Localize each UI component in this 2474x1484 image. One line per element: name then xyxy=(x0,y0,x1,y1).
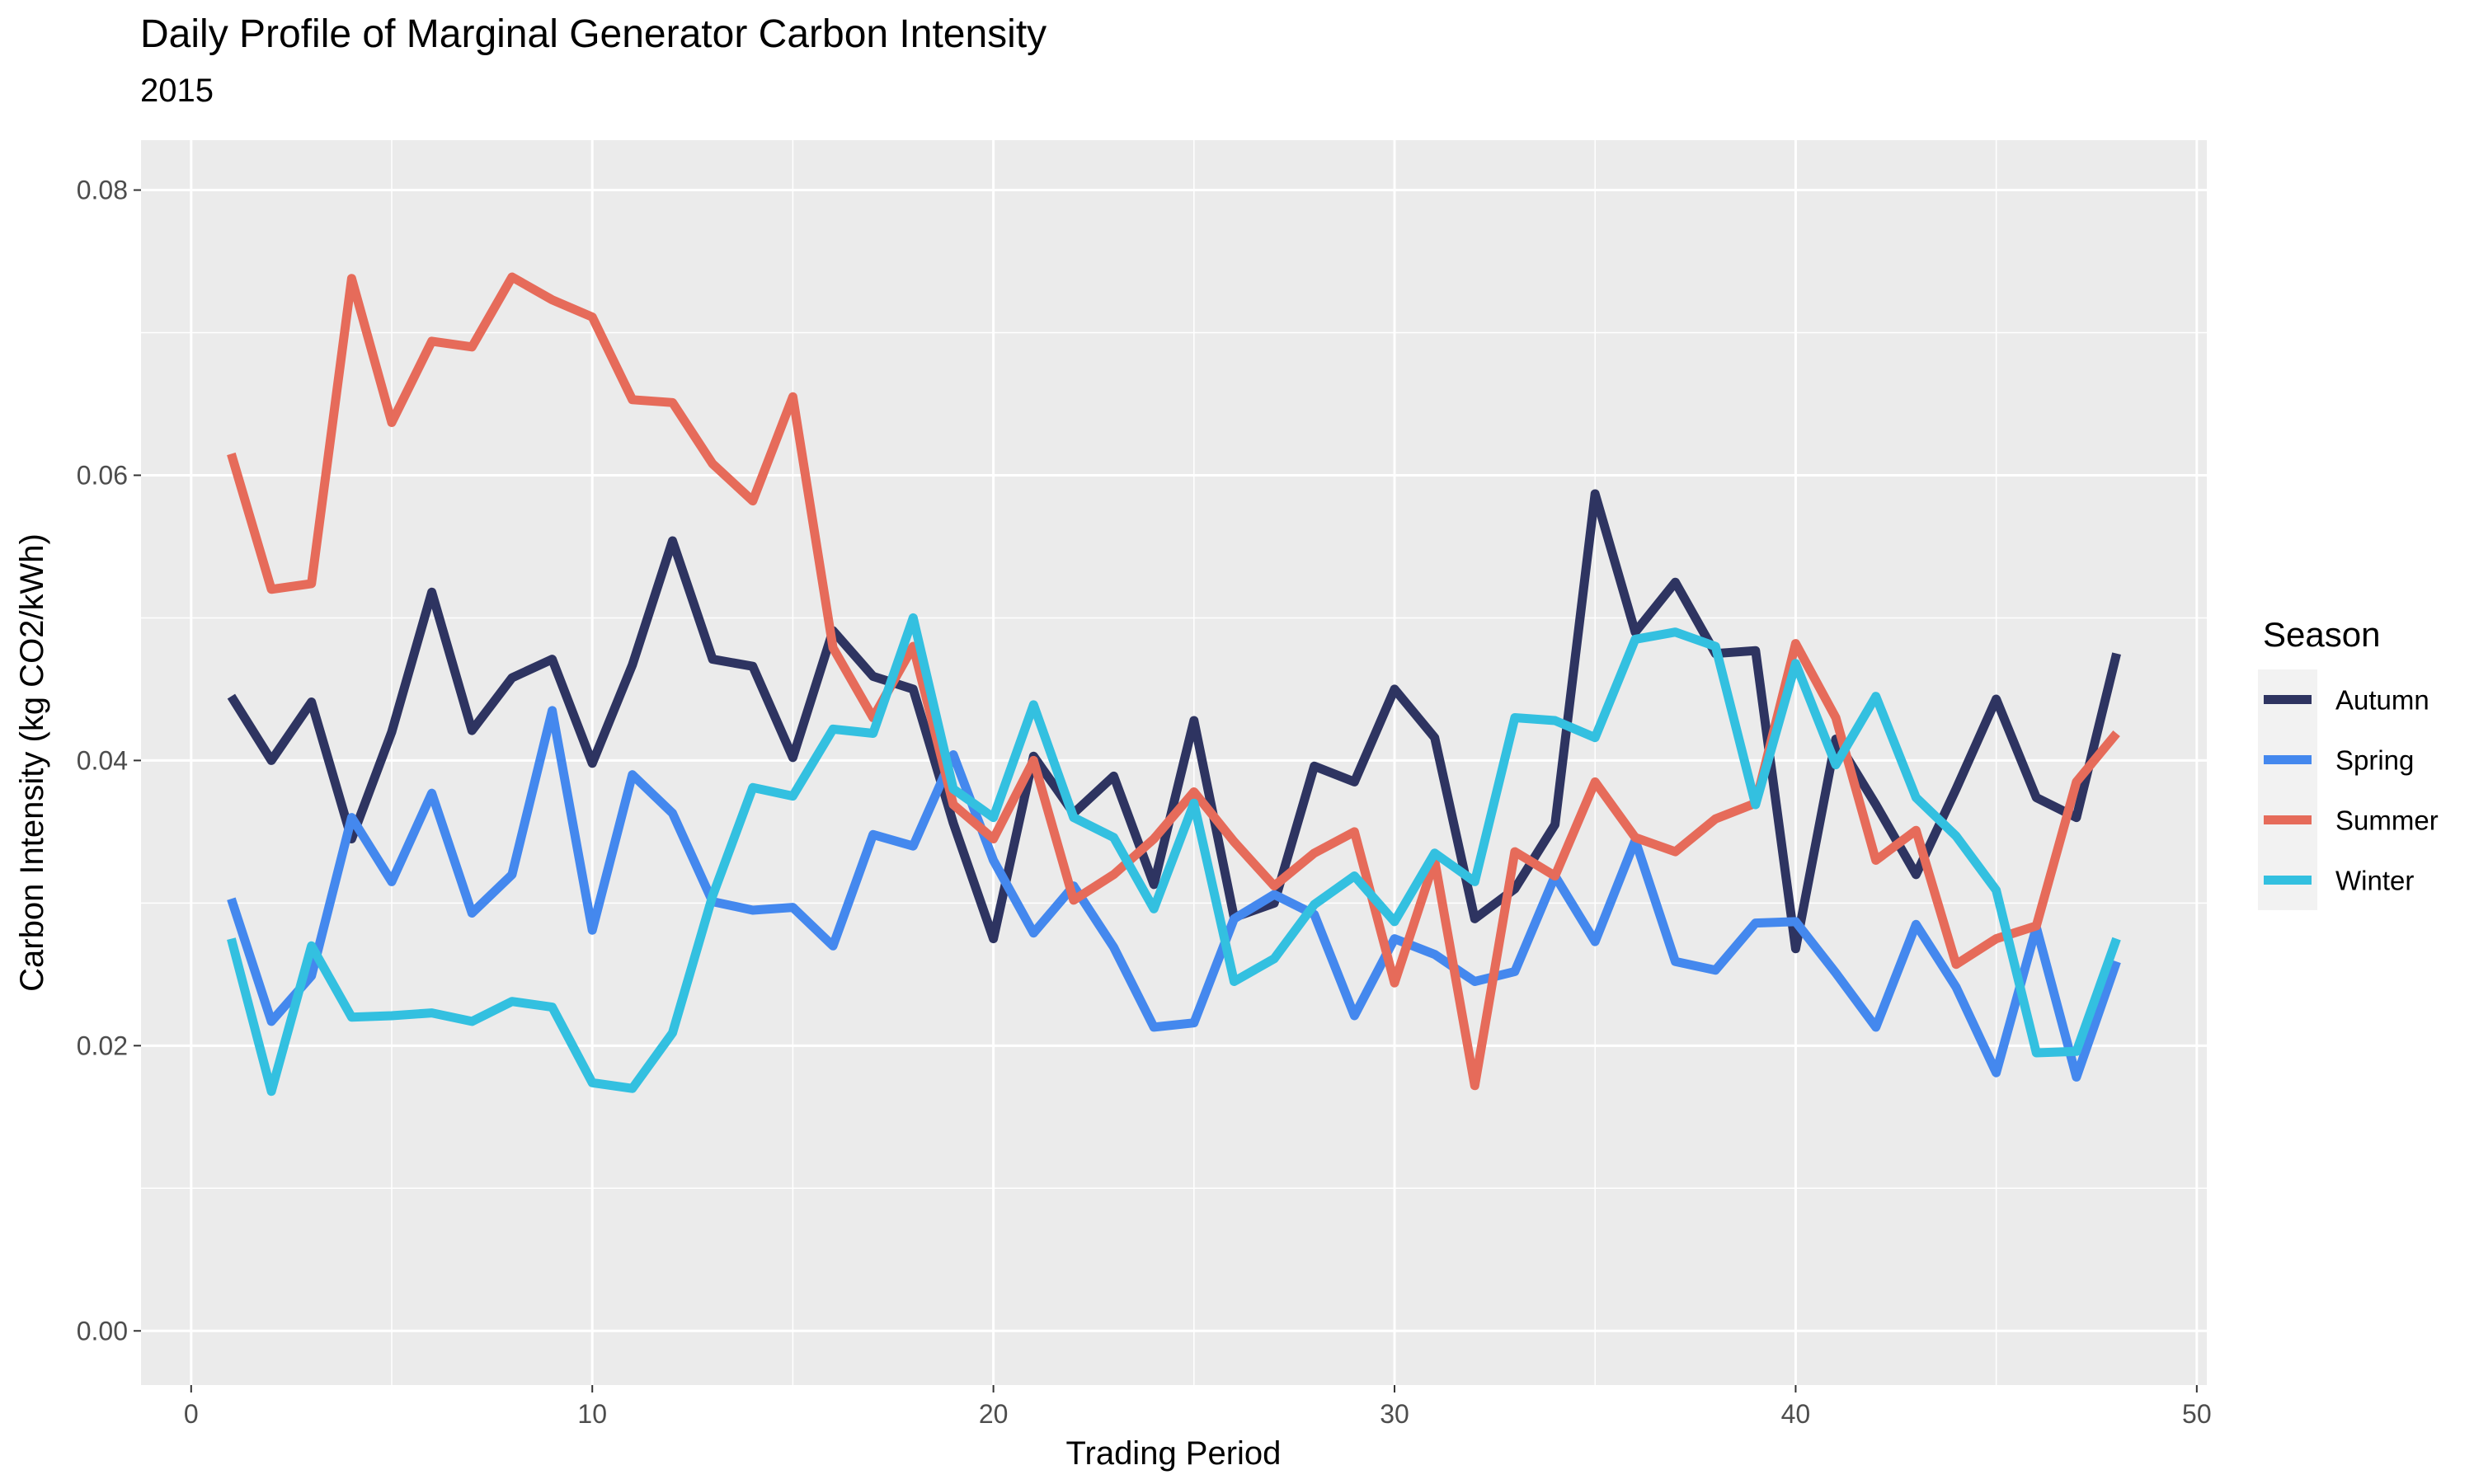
legend-title: Season xyxy=(2263,615,2380,654)
plot-panel xyxy=(141,140,2207,1385)
y-axis-title: Carbon Intensity (kg CO2/kWh) xyxy=(14,533,50,992)
legend-label: Spring xyxy=(2335,745,2414,776)
y-tick-label: 0.02 xyxy=(77,1031,128,1060)
series-line-spring xyxy=(227,706,2121,1082)
x-axis: 0 10 20 30 40 50 xyxy=(184,1385,2212,1429)
legend-item-summer: Summer xyxy=(2258,790,2439,850)
y-tick-label: 0.06 xyxy=(77,460,128,490)
x-tick-label: 10 xyxy=(577,1399,607,1429)
x-tick-label: 0 xyxy=(184,1399,199,1429)
legend-label: Winter xyxy=(2335,866,2414,896)
x-tick-label: 40 xyxy=(1781,1399,1811,1429)
x-axis-title: Trading Period xyxy=(1066,1435,1282,1472)
chart-subtitle: 2015 xyxy=(140,73,214,109)
legend-label: Autumn xyxy=(2335,685,2429,716)
x-tick-label: 30 xyxy=(1380,1399,1409,1429)
x-tick-label: 50 xyxy=(2182,1399,2212,1429)
series-line-summer xyxy=(227,272,2120,1091)
y-tick-label: 0.08 xyxy=(77,176,128,205)
series-line-autumn xyxy=(227,489,2121,954)
y-axis: 0.00 0.02 0.04 0.06 0.08 xyxy=(77,176,141,1345)
legend-item-winter: Winter xyxy=(2258,850,2414,910)
chart-title: Daily Profile of Marginal Generator Carb… xyxy=(140,12,1047,56)
y-tick-label: 0.04 xyxy=(77,745,128,775)
legend-item-autumn: Autumn xyxy=(2258,669,2429,730)
x-tick-label: 20 xyxy=(979,1399,1009,1429)
series-lines xyxy=(227,272,2121,1097)
grid-minor xyxy=(141,140,2207,1385)
series-line-winter xyxy=(227,613,2121,1097)
legend-item-spring: Spring xyxy=(2258,730,2414,790)
legend-label: Summer xyxy=(2335,805,2439,836)
y-tick-label: 0.00 xyxy=(77,1316,128,1345)
legend: Season Autumn Spring Summer Winter xyxy=(2258,615,2439,910)
